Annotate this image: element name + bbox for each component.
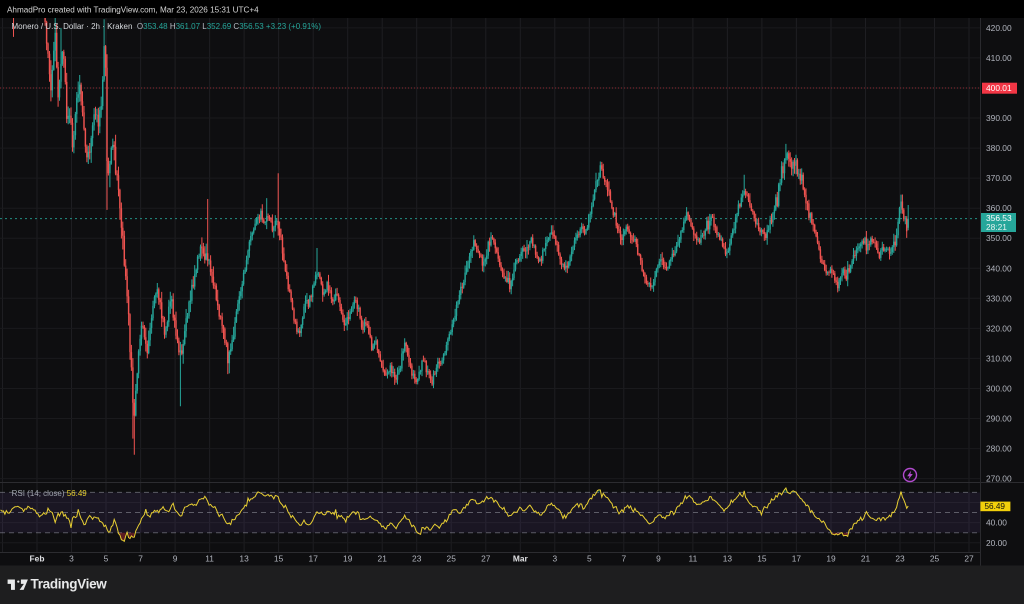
- svg-text:Mar: Mar: [513, 553, 529, 563]
- svg-text:17: 17: [309, 553, 319, 563]
- svg-text:400.01: 400.01: [986, 83, 1012, 93]
- svg-text:15: 15: [274, 553, 284, 563]
- svg-text:280.00: 280.00: [986, 444, 1012, 454]
- svg-text:11: 11: [205, 553, 214, 563]
- svg-text:330.00: 330.00: [986, 293, 1012, 303]
- svg-text:380.00: 380.00: [986, 143, 1012, 153]
- svg-text:3: 3: [69, 553, 74, 563]
- svg-text:7: 7: [621, 553, 626, 563]
- svg-text:360.00: 360.00: [986, 203, 1012, 213]
- svg-text:370.00: 370.00: [986, 173, 1012, 183]
- svg-text:9: 9: [173, 553, 178, 563]
- svg-text:9: 9: [656, 553, 661, 563]
- svg-text:13: 13: [723, 553, 733, 563]
- svg-text:410.00: 410.00: [986, 53, 1012, 63]
- svg-text:15: 15: [757, 553, 767, 563]
- svg-text:TradingView: TradingView: [31, 577, 108, 592]
- svg-text:AhmadPro created with TradingV: AhmadPro created with TradingView.com, M…: [7, 5, 259, 14]
- svg-text:420.00: 420.00: [986, 23, 1012, 33]
- svg-text:20.00: 20.00: [986, 538, 1007, 548]
- svg-text:23: 23: [895, 553, 905, 563]
- svg-text:17: 17: [792, 553, 802, 563]
- svg-text:23: 23: [412, 553, 422, 563]
- svg-text:25: 25: [930, 553, 940, 563]
- svg-text:340.00: 340.00: [986, 263, 1012, 273]
- svg-text:19: 19: [826, 553, 836, 563]
- svg-text:Monero / U.S. Dollar · 2h · Kr: Monero / U.S. Dollar · 2h · Kraken O353.…: [12, 22, 322, 31]
- svg-text:56.49: 56.49: [985, 502, 1006, 511]
- svg-text:350.00: 350.00: [986, 233, 1012, 243]
- svg-text:40.00: 40.00: [986, 518, 1007, 528]
- svg-text:25: 25: [447, 553, 457, 563]
- svg-text:300.00: 300.00: [986, 384, 1012, 394]
- svg-text:270.00: 270.00: [986, 474, 1012, 484]
- svg-text:320.00: 320.00: [986, 323, 1012, 333]
- svg-text:310.00: 310.00: [986, 353, 1012, 363]
- svg-text:7: 7: [138, 553, 143, 563]
- svg-text:19: 19: [343, 553, 353, 563]
- svg-text:290.00: 290.00: [986, 414, 1012, 424]
- svg-text:21: 21: [861, 553, 871, 563]
- svg-text:356.53: 356.53: [986, 213, 1012, 223]
- svg-text:11: 11: [689, 553, 698, 563]
- svg-text:Feb: Feb: [30, 553, 45, 563]
- svg-text:27: 27: [964, 553, 974, 563]
- svg-text:28:21: 28:21: [986, 222, 1007, 232]
- svg-text:390.00: 390.00: [986, 113, 1012, 123]
- svg-text:21: 21: [378, 553, 388, 563]
- svg-text:27: 27: [481, 553, 491, 563]
- svg-text:3: 3: [552, 553, 557, 563]
- svg-text:5: 5: [104, 553, 109, 563]
- svg-text:RSI (14, close) 56.49: RSI (14, close) 56.49: [12, 489, 88, 498]
- svg-text:5: 5: [587, 553, 592, 563]
- svg-text:13: 13: [239, 553, 249, 563]
